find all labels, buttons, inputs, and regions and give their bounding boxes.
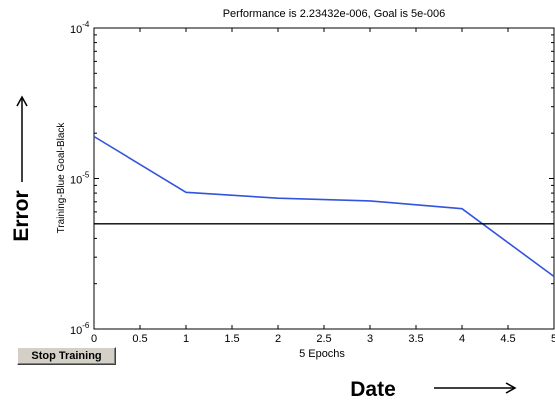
y-tick-exponent: -4 [82, 20, 90, 29]
y-tick-exponent: -5 [82, 171, 90, 180]
up-arrow-icon [16, 95, 28, 182]
x-tick-label: 4 [459, 333, 465, 345]
x-tick-label: 0.5 [132, 333, 147, 345]
date-annotation: Date [350, 378, 396, 401]
plot-area [93, 27, 555, 330]
y-axis-ticks: 10-410-510-6 [70, 20, 554, 337]
stop-training-button[interactable]: Stop Training [17, 347, 116, 365]
x-tick-label: 0 [91, 333, 97, 345]
x-tick-label: 2 [275, 333, 281, 345]
x-tick-label: 3.5 [408, 333, 423, 345]
x-tick-label: 1.5 [224, 333, 239, 345]
y-tick-base: 10 [70, 175, 82, 187]
x-tick-label: 1 [183, 333, 189, 345]
x-tick-label: 2.5 [316, 333, 331, 345]
chart-title: Performance is 2.23432e-006, Goal is 5e-… [223, 8, 446, 20]
x-tick-label: 4.5 [500, 333, 515, 345]
x-tick-label: 5 [551, 333, 555, 345]
y-tick-label: 10-6 [70, 321, 90, 337]
y-tick-label: 10-5 [70, 171, 90, 187]
x-axis-ticks: 0 0.5 1 1.5 2 2.5 3 3.5 4 4.5 5 [91, 28, 555, 345]
y-tick-base: 10 [70, 24, 82, 36]
y-tick-base: 10 [70, 325, 82, 337]
training-series-line [93, 135, 555, 278]
right-arrow-icon [434, 382, 517, 394]
x-axis-label: 5 Epochs [299, 348, 345, 360]
y-tick-exponent: -6 [82, 321, 90, 330]
series-layer [93, 135, 555, 278]
x-tick-label: 3 [367, 333, 373, 345]
y-tick-label: 10-4 [70, 20, 90, 36]
error-annotation: Error [10, 190, 33, 241]
y-axis-label: Training-Blue Goal-Black [56, 122, 67, 234]
